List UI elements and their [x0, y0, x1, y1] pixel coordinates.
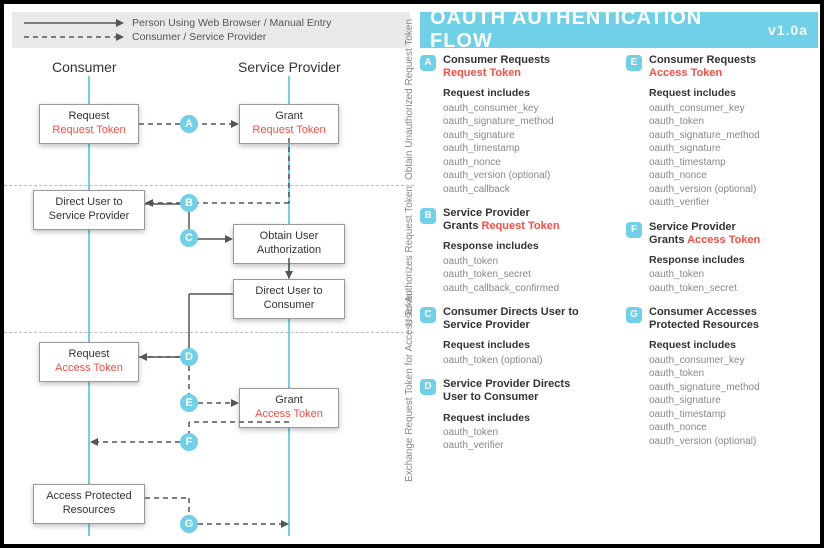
- arrow-c: [145, 204, 265, 254]
- arrow-e: [139, 357, 289, 417]
- legend-solid-label: Person Using Web Browser / Manual Entry: [132, 17, 331, 29]
- detail-A: AConsumer RequestsRequest TokenRequest i…: [420, 54, 612, 196]
- marker-a: A: [180, 115, 198, 133]
- page: Person Using Web Browser / Manual Entry …: [4, 4, 820, 544]
- legend-solid: Person Using Web Browser / Manual Entry: [24, 16, 398, 30]
- marker-b: B: [180, 194, 198, 212]
- arrow-g: [145, 498, 295, 538]
- details-col-right: EConsumer RequestsAccess TokenRequest in…: [626, 54, 818, 464]
- detail-B: BService ProviderGrants Request TokenRes…: [420, 207, 612, 295]
- detail-E: EConsumer RequestsAccess TokenRequest in…: [626, 54, 818, 210]
- details-panel: AConsumer RequestsRequest TokenRequest i…: [420, 54, 818, 464]
- box-request-request-token: Request Request Token: [39, 104, 139, 144]
- arrow-auth-down: [284, 258, 294, 280]
- marker-f: F: [180, 433, 198, 451]
- version: v1.0a: [768, 22, 808, 38]
- box-request-access-token: Request Access Token: [39, 342, 139, 382]
- badge-F: F: [626, 222, 642, 238]
- details-col-left: AConsumer RequestsRequest TokenRequest i…: [420, 54, 612, 464]
- badge-A: A: [420, 55, 436, 71]
- title-bar: OAUTH AUTHENTICATION FLOW v1.0a: [420, 12, 818, 48]
- vline-consumer: [88, 76, 90, 536]
- detail-G: GConsumer AccessesProtected ResourcesReq…: [626, 306, 818, 448]
- detail-C: CConsumer Directs User toService Provide…: [420, 306, 612, 367]
- column-provider: Service Provider: [238, 59, 341, 75]
- marker-d: D: [180, 348, 198, 366]
- box-direct-to-sp: Direct User to Service Provider: [33, 190, 145, 230]
- marker-g: G: [180, 515, 198, 533]
- badge-G: G: [626, 307, 642, 323]
- badge-D: D: [420, 379, 436, 395]
- badge-E: E: [626, 55, 642, 71]
- legend-dashed: Consumer / Service Provider: [24, 30, 398, 44]
- section-label-1: Obtain Unauthorized Request Token: [404, 75, 415, 180]
- section-label-3: Exchange Request Token for Access Token: [404, 332, 415, 482]
- legend-dashed-label: Consumer / Service Provider: [132, 31, 266, 43]
- page-title: OAUTH AUTHENTICATION FLOW: [430, 7, 768, 53]
- legend: Person Using Web Browser / Manual Entry …: [12, 12, 410, 48]
- marker-c: C: [180, 229, 198, 247]
- badge-C: C: [420, 307, 436, 323]
- detail-D: DService Provider DirectsUser to Consume…: [420, 378, 612, 453]
- arrow-b: [145, 138, 291, 208]
- marker-e: E: [180, 394, 198, 412]
- box-access-protected: Access Protected Resources: [33, 484, 145, 524]
- arrow-icon: [24, 18, 124, 28]
- column-consumer: Consumer: [52, 59, 117, 75]
- arrow-dashed-icon: [24, 32, 124, 42]
- detail-F: FService ProviderGrants Access TokenResp…: [626, 221, 818, 296]
- badge-B: B: [420, 208, 436, 224]
